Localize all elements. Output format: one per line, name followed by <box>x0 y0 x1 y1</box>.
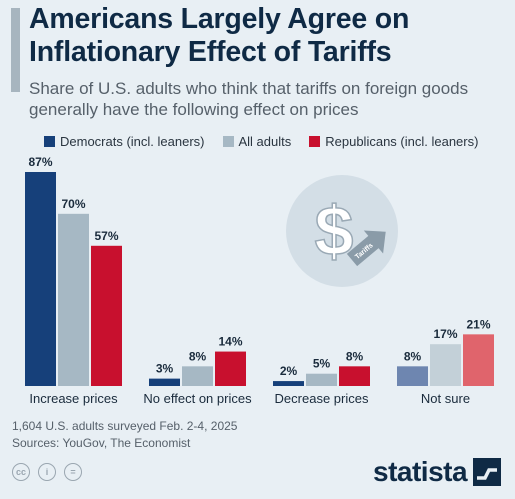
equals-icon[interactable]: = <box>64 463 82 481</box>
legend-item-all-adults: All adults <box>222 133 292 149</box>
value-label-increase-prices-democrats-incl-leaners: 87% <box>28 155 52 169</box>
tariff-arrow-head <box>363 230 386 254</box>
chart-bars <box>25 172 494 386</box>
survey-note: 1,604 U.S. adults surveyed Feb. 2-4, 202… <box>12 419 238 433</box>
category-label-increase-prices: Increase prices <box>29 391 118 406</box>
value-label-increase-prices-republicans-incl-leaners: 57% <box>94 229 118 243</box>
bar-not-sure-republicans-incl-leaners <box>463 334 494 386</box>
bar-no-effect-on-prices-all-adults <box>182 366 213 386</box>
dollar-sign-icon: $ <box>315 192 354 270</box>
legend-label-republicans: Republicans (incl. leaners) <box>325 133 479 149</box>
legend-swatch-all-adults <box>222 135 234 147</box>
legend-label-democrats: Democrats (incl. leaners) <box>60 133 205 149</box>
legend-item-democrats: Democrats (incl. leaners) <box>44 134 205 149</box>
bar-not-sure-democrats-incl-leaners <box>397 366 428 386</box>
sources-text: Sources: YouGov, The Economist <box>12 436 191 450</box>
tariff-arrow-shaft <box>346 234 381 267</box>
legend-item-republicans: Republicans (incl. leaners) <box>309 134 478 149</box>
value-label-no-effect-on-prices-all-adults: 8% <box>189 349 207 363</box>
subtitle-line-1: Share of U.S. adults who think that tari… <box>29 79 469 98</box>
chart-category-labels: Increase prices No effect on prices Decrea… <box>29 391 470 406</box>
legend-swatch-democrats <box>44 135 55 147</box>
bar-decrease-prices-democrats-incl-leaners <box>273 381 304 386</box>
chart-footnote: 1,604 U.S. adults surveyed Feb. 2-4, 202… <box>12 418 237 452</box>
value-label-increase-prices-all-adults: 70% <box>61 197 85 211</box>
bar-increase-prices-democrats-incl-leaners <box>25 172 56 386</box>
page-subtitle: Share of U.S. adults who think that tari… <box>29 78 509 120</box>
value-label-decrease-prices-democrats-incl-leaners: 2% <box>280 364 298 378</box>
value-label-no-effect-on-prices-republicans-incl-leaners: 14% <box>218 335 242 349</box>
category-label-decrease-prices: Decrease prices <box>275 391 369 406</box>
value-label-decrease-prices-all-adults: 5% <box>313 357 331 371</box>
title-accent-bar <box>11 8 20 92</box>
value-label-not-sure-all-adults: 17% <box>433 327 457 341</box>
statista-logo-mark-icon <box>473 458 502 486</box>
bar-decrease-prices-republicans-incl-leaners <box>339 366 370 386</box>
subtitle-line-2: generally have the following effect on p… <box>29 100 359 119</box>
title-line-2: Inflationary Effect of Tariffs <box>29 36 392 68</box>
page-title: Americans Largely Agree on Inflationary … <box>29 3 509 69</box>
statista-logo[interactable]: statista <box>373 456 502 488</box>
chart-value-labels: 87% 70% 57% 3% 8% 14% 2% 5% 8% 8% 17% 21% <box>28 155 490 378</box>
value-label-no-effect-on-prices-democrats-incl-leaners: 3% <box>156 362 174 376</box>
license-icons: cc i = <box>12 463 90 481</box>
dollar-tariff-icon: $ Tariffs <box>286 175 398 287</box>
statista-logo-text: statista <box>373 456 468 487</box>
bar-no-effect-on-prices-republicans-incl-leaners <box>215 351 246 386</box>
bar-increase-prices-republicans-incl-leaners <box>91 245 122 386</box>
bar-not-sure-all-adults <box>430 344 461 386</box>
chart-legend: Democrats (incl. leaners) All adults Rep… <box>44 132 496 150</box>
bar-decrease-prices-all-adults <box>306 373 337 386</box>
value-label-not-sure-republicans-incl-leaners: 21% <box>466 317 490 331</box>
bar-no-effect-on-prices-democrats-incl-leaners <box>149 378 180 386</box>
by-icon[interactable]: i <box>38 463 56 481</box>
legend-swatch-republicans <box>309 135 321 147</box>
category-label-no-effect-on-prices: No effect on prices <box>143 391 252 406</box>
value-label-not-sure-democrats-incl-leaners: 8% <box>404 349 422 363</box>
value-label-decrease-prices-republicans-incl-leaners: 8% <box>346 349 364 363</box>
cc-icon[interactable]: cc <box>12 463 30 481</box>
legend-label-all-adults: All adults <box>238 133 292 149</box>
title-line-1: Americans Largely Agree on <box>29 3 410 35</box>
illustration-circle <box>286 175 398 287</box>
category-label-not-sure: Not sure <box>421 391 470 406</box>
bar-increase-prices-all-adults <box>58 213 89 386</box>
